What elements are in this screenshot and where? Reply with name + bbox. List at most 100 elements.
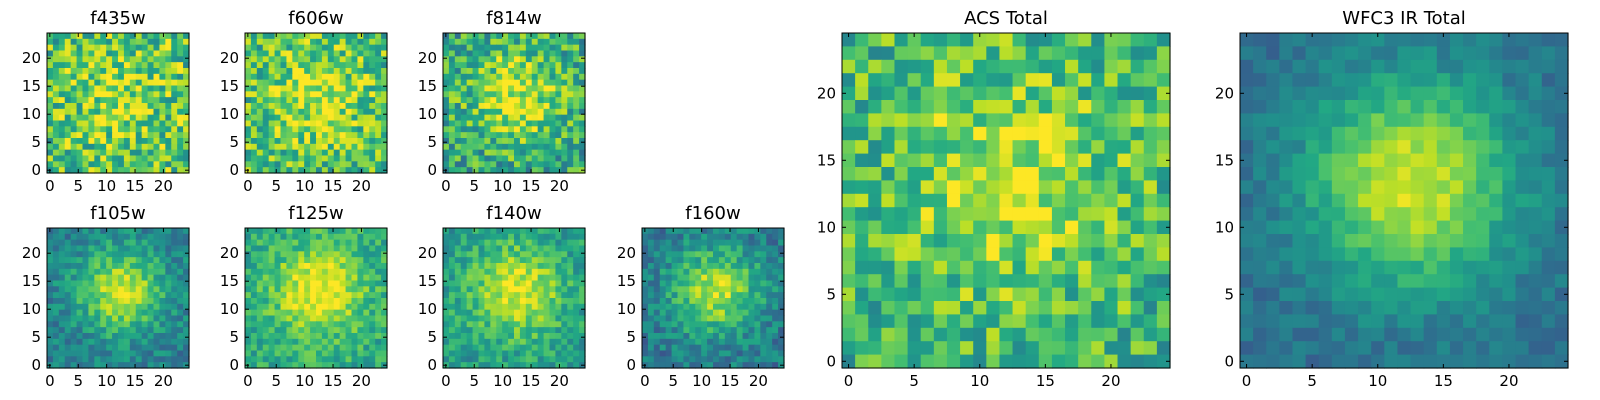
heatmap-cell [448,44,456,52]
heatmap-cell [748,257,756,264]
heatmap-cell [129,263,137,270]
x-tick-label: 15 [1036,372,1055,390]
heatmap-cell [280,79,288,87]
heatmap-cell [730,338,738,346]
heatmap-cell [1117,167,1132,181]
heatmap-cell [567,149,574,157]
heatmap-cell [573,56,580,63]
heatmap-cell [106,79,113,87]
heatmap-cell [531,350,539,357]
heatmap-cell [508,126,515,133]
heatmap-cell [129,309,137,317]
heatmap-cell [183,143,190,151]
heatmap-cell [683,245,690,252]
heatmap-cell [1436,33,1451,47]
heatmap-cell [52,103,60,110]
heatmap-cell [357,298,364,305]
heatmap-cell [1143,100,1158,114]
heatmap-cell [141,44,149,52]
heatmap-cell [701,280,708,287]
heatmap-cell [760,338,767,346]
heatmap-cell [274,132,282,139]
heatmap-cell [159,233,166,241]
heatmap-cell [665,228,673,235]
heatmap-cell [454,79,462,87]
heatmap-cell [549,239,557,247]
heatmap-cell [760,327,767,334]
heatmap-cell [88,338,95,346]
heatmap-cell [357,68,364,75]
heatmap-cell [177,286,184,293]
heatmap-cell [490,143,497,151]
heatmap-cell [58,68,66,75]
heatmap-cell [76,303,84,311]
heatmap-cell [514,327,521,334]
heatmap-cell [448,233,456,241]
heatmap-cell [280,73,288,81]
heatmap-cell [742,251,750,258]
heatmap-cell [647,303,655,311]
heatmap-cell [94,321,101,328]
heatmap-cell [1130,33,1145,47]
heatmap-cell [1143,301,1158,315]
heatmap-cell [573,251,580,258]
heatmap-cell [82,50,90,57]
heatmap-cell [1156,247,1171,262]
heatmap-cell [549,327,557,334]
heatmap-cell [933,287,948,302]
heatmap-cell [82,85,90,92]
heatmap-cell [525,44,533,52]
heatmap-cell [165,257,172,264]
heatmap-cell [508,33,515,40]
heatmap-cell [153,108,161,116]
heatmap-cell [671,356,679,363]
heatmap-cell [363,245,370,252]
heatmap-cell [519,149,527,157]
heatmap-cell [292,350,299,357]
heatmap-cell [754,268,761,276]
heatmap-cell [280,274,288,282]
heatmap-cell [701,303,708,311]
heatmap-cell [514,315,521,322]
heatmap-cell [159,103,166,110]
heatmap-cell [375,292,382,299]
heatmap-cell [369,233,376,241]
heatmap-cell [999,207,1014,222]
heatmap-cell [159,239,166,247]
heatmap-cell [472,149,480,157]
heatmap-cell [339,298,347,305]
heatmap-cell [64,126,72,133]
heatmap-cell [724,338,732,346]
heatmap-cell [460,280,468,287]
heatmap-cell [537,62,545,69]
heatmap-cell [70,362,78,369]
heatmap-cell [448,120,456,127]
heatmap-cell [567,245,574,252]
heatmap-cell [502,68,509,75]
heatmap-cell [375,333,382,340]
heatmap-cell [707,251,714,258]
heatmap-cell [490,356,497,363]
heatmap-cell [268,350,276,357]
heatmap-cell [472,350,480,357]
heatmap-cell [448,50,456,57]
heatmap-cell [82,33,90,40]
heatmap-cell [100,38,107,46]
heatmap-cell [375,362,382,369]
heatmap-cell [736,356,744,363]
heatmap-cell [310,233,317,241]
heatmap-cell [894,207,909,222]
heatmap-cell [460,303,468,311]
heatmap-cell [514,108,521,116]
heatmap-cell [647,263,655,270]
heatmap-cell [274,245,282,252]
heatmap-cell [466,251,474,258]
heatmap-cell [1156,354,1171,369]
heatmap-cell [351,298,359,305]
heatmap-cell [907,220,922,235]
heatmap-cell [165,33,172,40]
heatmap-cell [327,149,335,157]
heatmap-cell [177,120,184,127]
heatmap-cell [736,333,744,340]
heatmap-cell [647,257,655,264]
